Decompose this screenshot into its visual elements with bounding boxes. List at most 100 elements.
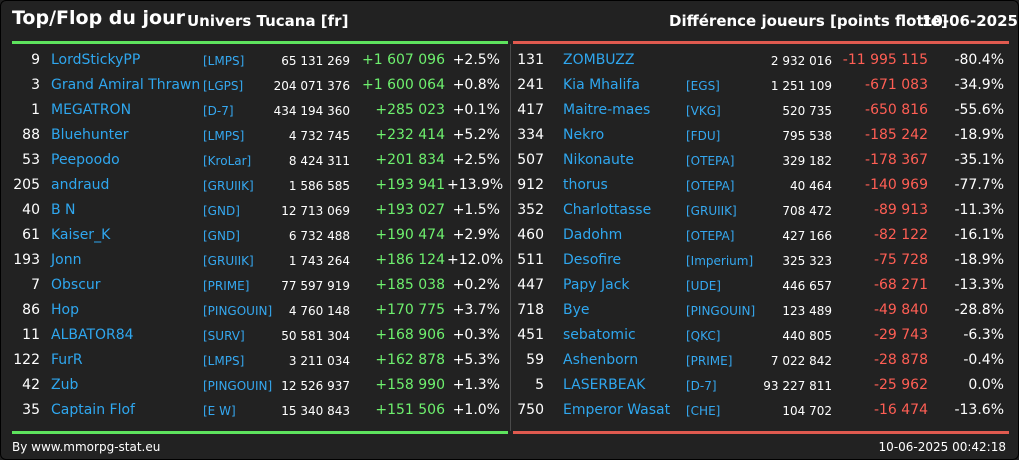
fleet-points: 15 340 843	[281, 404, 350, 418]
alliance-tag-link[interactable]: [SURV]	[203, 329, 245, 343]
percent-change: -28.8%	[954, 302, 1004, 318]
player-name-link[interactable]: MEGATRON	[51, 102, 132, 118]
player-rank: 193	[13, 252, 40, 268]
alliance-tag-link[interactable]: [LMPS]	[203, 129, 245, 143]
points-difference: +232 414	[375, 127, 445, 143]
player-rank: 61	[22, 227, 40, 243]
player-name-link[interactable]: Nikonaute	[563, 152, 634, 168]
player-name-link[interactable]: Obscur	[51, 277, 101, 293]
player-name-link[interactable]: Dadohm	[563, 227, 623, 243]
player-name-link[interactable]: Peepoodo	[51, 152, 120, 168]
player-name-link[interactable]: FurR	[51, 352, 83, 368]
alliance-tag-link[interactable]: [LGPS]	[203, 79, 244, 93]
player-rank: 912	[517, 177, 544, 193]
player-name-link[interactable]: Hop	[51, 302, 79, 318]
alliance-tag-link[interactable]: [LMPS]	[203, 354, 245, 368]
flop-player-row: 417 Maitre-maes [VKG] 520 735 -650 816 -55.6%	[511, 98, 1019, 123]
player-name-link[interactable]: Charlottasse	[563, 202, 652, 218]
fleet-points: 329 182	[782, 154, 832, 168]
player-name-link[interactable]: Kaiser_K	[51, 227, 111, 243]
player-name-link[interactable]: Kia Mhalifa	[563, 77, 640, 93]
player-name-link[interactable]: Nekro	[563, 127, 605, 143]
date-label: 10-06-2025	[922, 12, 1018, 30]
alliance-tag-link[interactable]: [PINGOUIN]	[686, 304, 756, 318]
percent-change: -16.1%	[954, 227, 1004, 243]
player-name-link[interactable]: Papy Jack	[563, 277, 630, 293]
player-name-link[interactable]: Zub	[51, 377, 79, 393]
points-difference: +158 990	[375, 377, 445, 393]
source-credit: By www.mmorpg-stat.eu	[12, 440, 161, 454]
player-name-link[interactable]: Grand Amiral Thrawn	[51, 77, 201, 93]
flop-player-row: 718 Bye [PINGOUIN] 123 489 -49 840 -28.8%	[511, 298, 1019, 323]
alliance-tag-link[interactable]: [LMPS]	[203, 54, 245, 68]
alliance-tag-link[interactable]: [OTEPA]	[686, 179, 735, 193]
player-name-link[interactable]: thorus	[563, 177, 608, 193]
alliance-tag-link[interactable]: [OTEPA]	[686, 154, 735, 168]
alliance-tag-link[interactable]: [KroLar]	[203, 154, 252, 168]
fleet-points: 446 657	[782, 279, 832, 293]
fleet-points: 8 424 311	[288, 154, 350, 168]
player-name-link[interactable]: sebatomic	[563, 327, 636, 343]
top-player-row: 35 Captain Flof [E W] 15 340 843 +151 506 +1.…	[1, 398, 510, 423]
player-name-link[interactable]: andraud	[51, 177, 110, 193]
player-name-link[interactable]: LordStickyPP	[51, 52, 141, 68]
metric-label: Différence joueurs [points flotte]	[669, 12, 948, 30]
percent-change: -18.9%	[954, 127, 1004, 143]
top-player-row: 205 andraud [GRUIIK] 1 586 585 +193 941 +13.9…	[1, 173, 510, 198]
flop-player-row: 507 Nikonaute [OTEPA] 329 182 -178 367 -35.1%	[511, 148, 1019, 173]
player-name-link[interactable]: ZOMBUZZ	[563, 52, 635, 68]
alliance-tag-link[interactable]: [D-7]	[203, 104, 234, 118]
alliance-tag-link[interactable]: [PRIME]	[686, 354, 733, 368]
percent-change: +0.1%	[452, 102, 500, 118]
alliance-tag-link[interactable]: [VKG]	[686, 104, 721, 118]
percent-change: -6.3%	[963, 327, 1004, 343]
alliance-tag-link[interactable]: [D-7]	[686, 379, 717, 393]
player-name-link[interactable]: Captain Flof	[51, 402, 135, 418]
alliance-tag-link[interactable]: [FDU]	[686, 129, 721, 143]
percent-change: +13.9%	[447, 177, 504, 193]
alliance-tag-link[interactable]: [PINGOUIN]	[203, 304, 273, 318]
alliance-tag-link[interactable]: [PINGOUIN]	[203, 379, 273, 393]
alliance-tag-link[interactable]: [QKC]	[686, 329, 721, 343]
flop-player-row: 352 Charlottasse [GRUIIK] 708 472 -89 913 -11…	[511, 198, 1019, 223]
player-name-link[interactable]: Ashenborn	[563, 352, 639, 368]
alliance-tag-link[interactable]: [GRUIIK]	[203, 179, 254, 193]
percent-change: +5.2%	[452, 127, 500, 143]
alliance-tag-link[interactable]: [CHE]	[686, 404, 721, 418]
player-rank: 718	[517, 302, 544, 318]
player-rank: 750	[517, 402, 544, 418]
flop-player-row: 5 LASERBEAK [D-7] 93 227 811 -25 962 0.0%	[511, 373, 1019, 398]
fleet-points: 7 022 842	[770, 354, 832, 368]
player-rank: 451	[517, 327, 544, 343]
player-name-link[interactable]: ALBATOR84	[51, 327, 134, 343]
player-name-link[interactable]: Jonn	[51, 252, 82, 268]
percent-change: +2.9%	[452, 227, 500, 243]
alliance-tag-link[interactable]: [OTEPA]	[686, 229, 735, 243]
alliance-tag-link[interactable]: [GRUIIK]	[203, 254, 254, 268]
top-player-row: 61 Kaiser_K [GND] 6 732 488 +190 474 +2.9%	[1, 223, 510, 248]
player-rank: 507	[517, 152, 544, 168]
alliance-tag-link[interactable]: [UDE]	[686, 279, 721, 293]
player-name-link[interactable]: Desofire	[563, 252, 622, 268]
flop-player-row: 334 Nekro [FDU] 795 538 -185 242 -18.9%	[511, 123, 1019, 148]
alliance-tag-link[interactable]: [PRIME]	[203, 279, 250, 293]
player-rank: 205	[13, 177, 40, 193]
alliance-tag-link[interactable]: [E W]	[203, 404, 236, 418]
player-name-link[interactable]: Emperor Wasat	[563, 402, 671, 418]
player-name-link[interactable]: LASERBEAK	[563, 377, 646, 393]
top-player-row: 53 Peepoodo [KroLar] 8 424 311 +201 834 +2.5%	[1, 148, 510, 173]
top-accent-bar	[12, 41, 508, 44]
player-name-link[interactable]: Bluehunter	[51, 127, 129, 143]
alliance-tag-link[interactable]: [GND]	[203, 204, 240, 218]
alliance-tag-link[interactable]: [Imperium]	[686, 254, 754, 268]
player-name-link[interactable]: B N	[51, 202, 76, 218]
player-name-link[interactable]: Bye	[563, 302, 590, 318]
player-name-link[interactable]: Maitre-maes	[563, 102, 651, 118]
flop-player-row: 460 Dadohm [OTEPA] 427 166 -82 122 -16.1%	[511, 223, 1019, 248]
player-rank: 53	[22, 152, 40, 168]
points-difference: +162 878	[375, 352, 445, 368]
points-difference: +193 027	[375, 202, 445, 218]
alliance-tag-link[interactable]: [EGS]	[686, 79, 720, 93]
alliance-tag-link[interactable]: [GRUIIK]	[686, 204, 737, 218]
alliance-tag-link[interactable]: [GND]	[203, 229, 240, 243]
